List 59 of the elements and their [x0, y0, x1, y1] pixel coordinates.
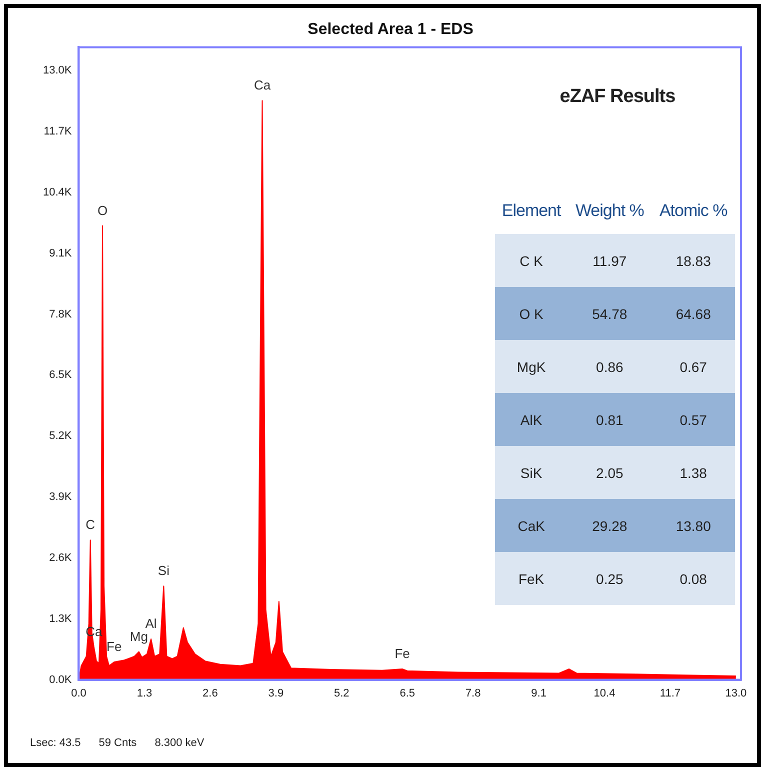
- annotation: Si: [158, 563, 170, 578]
- annotation: 0.57: [652, 393, 735, 446]
- annotation: 0.67: [652, 340, 735, 393]
- annotation: O K: [495, 287, 568, 340]
- x-tick-label: 10.4: [594, 687, 616, 700]
- annotation: 0.81: [568, 393, 652, 446]
- annotation: SiK: [495, 446, 568, 499]
- y-tick-label: 2.6K: [49, 552, 72, 564]
- x-tick-label: 2.6: [202, 687, 218, 700]
- annotation: 29.28: [568, 499, 652, 552]
- annotation: C K: [495, 234, 568, 287]
- y-tick-label: 13.0K: [42, 64, 72, 77]
- text: eZAF Results: [558, 86, 676, 108]
- annotation: 1.38: [652, 446, 735, 499]
- x-tick-label: 11.7: [660, 687, 681, 700]
- x-tick-label: 13.0: [725, 687, 747, 700]
- text: Lsec: 43.5: [30, 737, 81, 749]
- annotation: 13.80: [652, 499, 735, 552]
- x-tick-label: 7.8: [465, 687, 481, 700]
- x-tick-label: 6.5: [400, 687, 415, 700]
- chart-title: Selected Area 1 - EDS: [308, 21, 474, 38]
- annotation: Fe: [106, 639, 122, 654]
- text: 8.300 keV: [154, 737, 204, 749]
- x-tick-label: 3.9: [268, 687, 284, 700]
- annotation: 11.97: [568, 234, 652, 287]
- annotation: 0.25: [568, 552, 652, 605]
- annotation: 0.86: [568, 340, 652, 393]
- annotation: Mg: [130, 628, 148, 644]
- annotation: Fe: [394, 646, 410, 662]
- annotation: O: [97, 202, 108, 218]
- annotation: FeK: [495, 552, 568, 605]
- annotation: 18.83: [652, 234, 735, 287]
- y-tick-label: 7.8K: [49, 308, 72, 320]
- y-tick-label: 10.4K: [42, 186, 72, 198]
- annotation: Al: [145, 616, 157, 632]
- y-tick-label: 6.5K: [49, 369, 72, 382]
- category-label: Atomic %: [658, 200, 728, 222]
- annotation: 54.78: [568, 287, 652, 340]
- annotation: C: [86, 517, 96, 532]
- annotation: 2.05: [568, 446, 652, 499]
- y-tick-label: 1.3K: [49, 612, 72, 625]
- annotation: CaK: [495, 499, 568, 552]
- x-tick-label: 0.0: [71, 687, 86, 700]
- x-tick-label: 5.2: [334, 687, 350, 700]
- annotation: 64.68: [652, 287, 735, 340]
- y-tick-label: 0.0K: [49, 674, 72, 686]
- x-tick-label: 1.3: [136, 687, 152, 700]
- annotation: Ca: [254, 78, 272, 93]
- category-label: Element: [500, 200, 562, 222]
- category-label: Weight %: [574, 200, 645, 222]
- x-tick-label: 9.1: [531, 687, 546, 700]
- annotation: AlK: [495, 393, 568, 446]
- text: 59 Cnts: [98, 737, 137, 749]
- annotation: MgK: [495, 340, 568, 393]
- y-tick-label: 3.9K: [49, 491, 72, 504]
- annotation: 0.08: [652, 552, 735, 605]
- y-tick-label: 5.2K: [49, 430, 72, 442]
- y-tick-label: 9.1K: [49, 247, 72, 260]
- y-tick-label: 11.7K: [44, 126, 72, 138]
